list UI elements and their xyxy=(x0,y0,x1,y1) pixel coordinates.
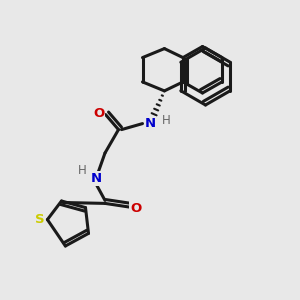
Text: N: N xyxy=(144,117,156,130)
Text: H: H xyxy=(78,164,87,178)
Text: N: N xyxy=(90,172,102,185)
Text: O: O xyxy=(93,106,105,120)
Text: S: S xyxy=(35,213,45,226)
Text: H: H xyxy=(162,114,171,127)
Text: O: O xyxy=(130,202,141,215)
